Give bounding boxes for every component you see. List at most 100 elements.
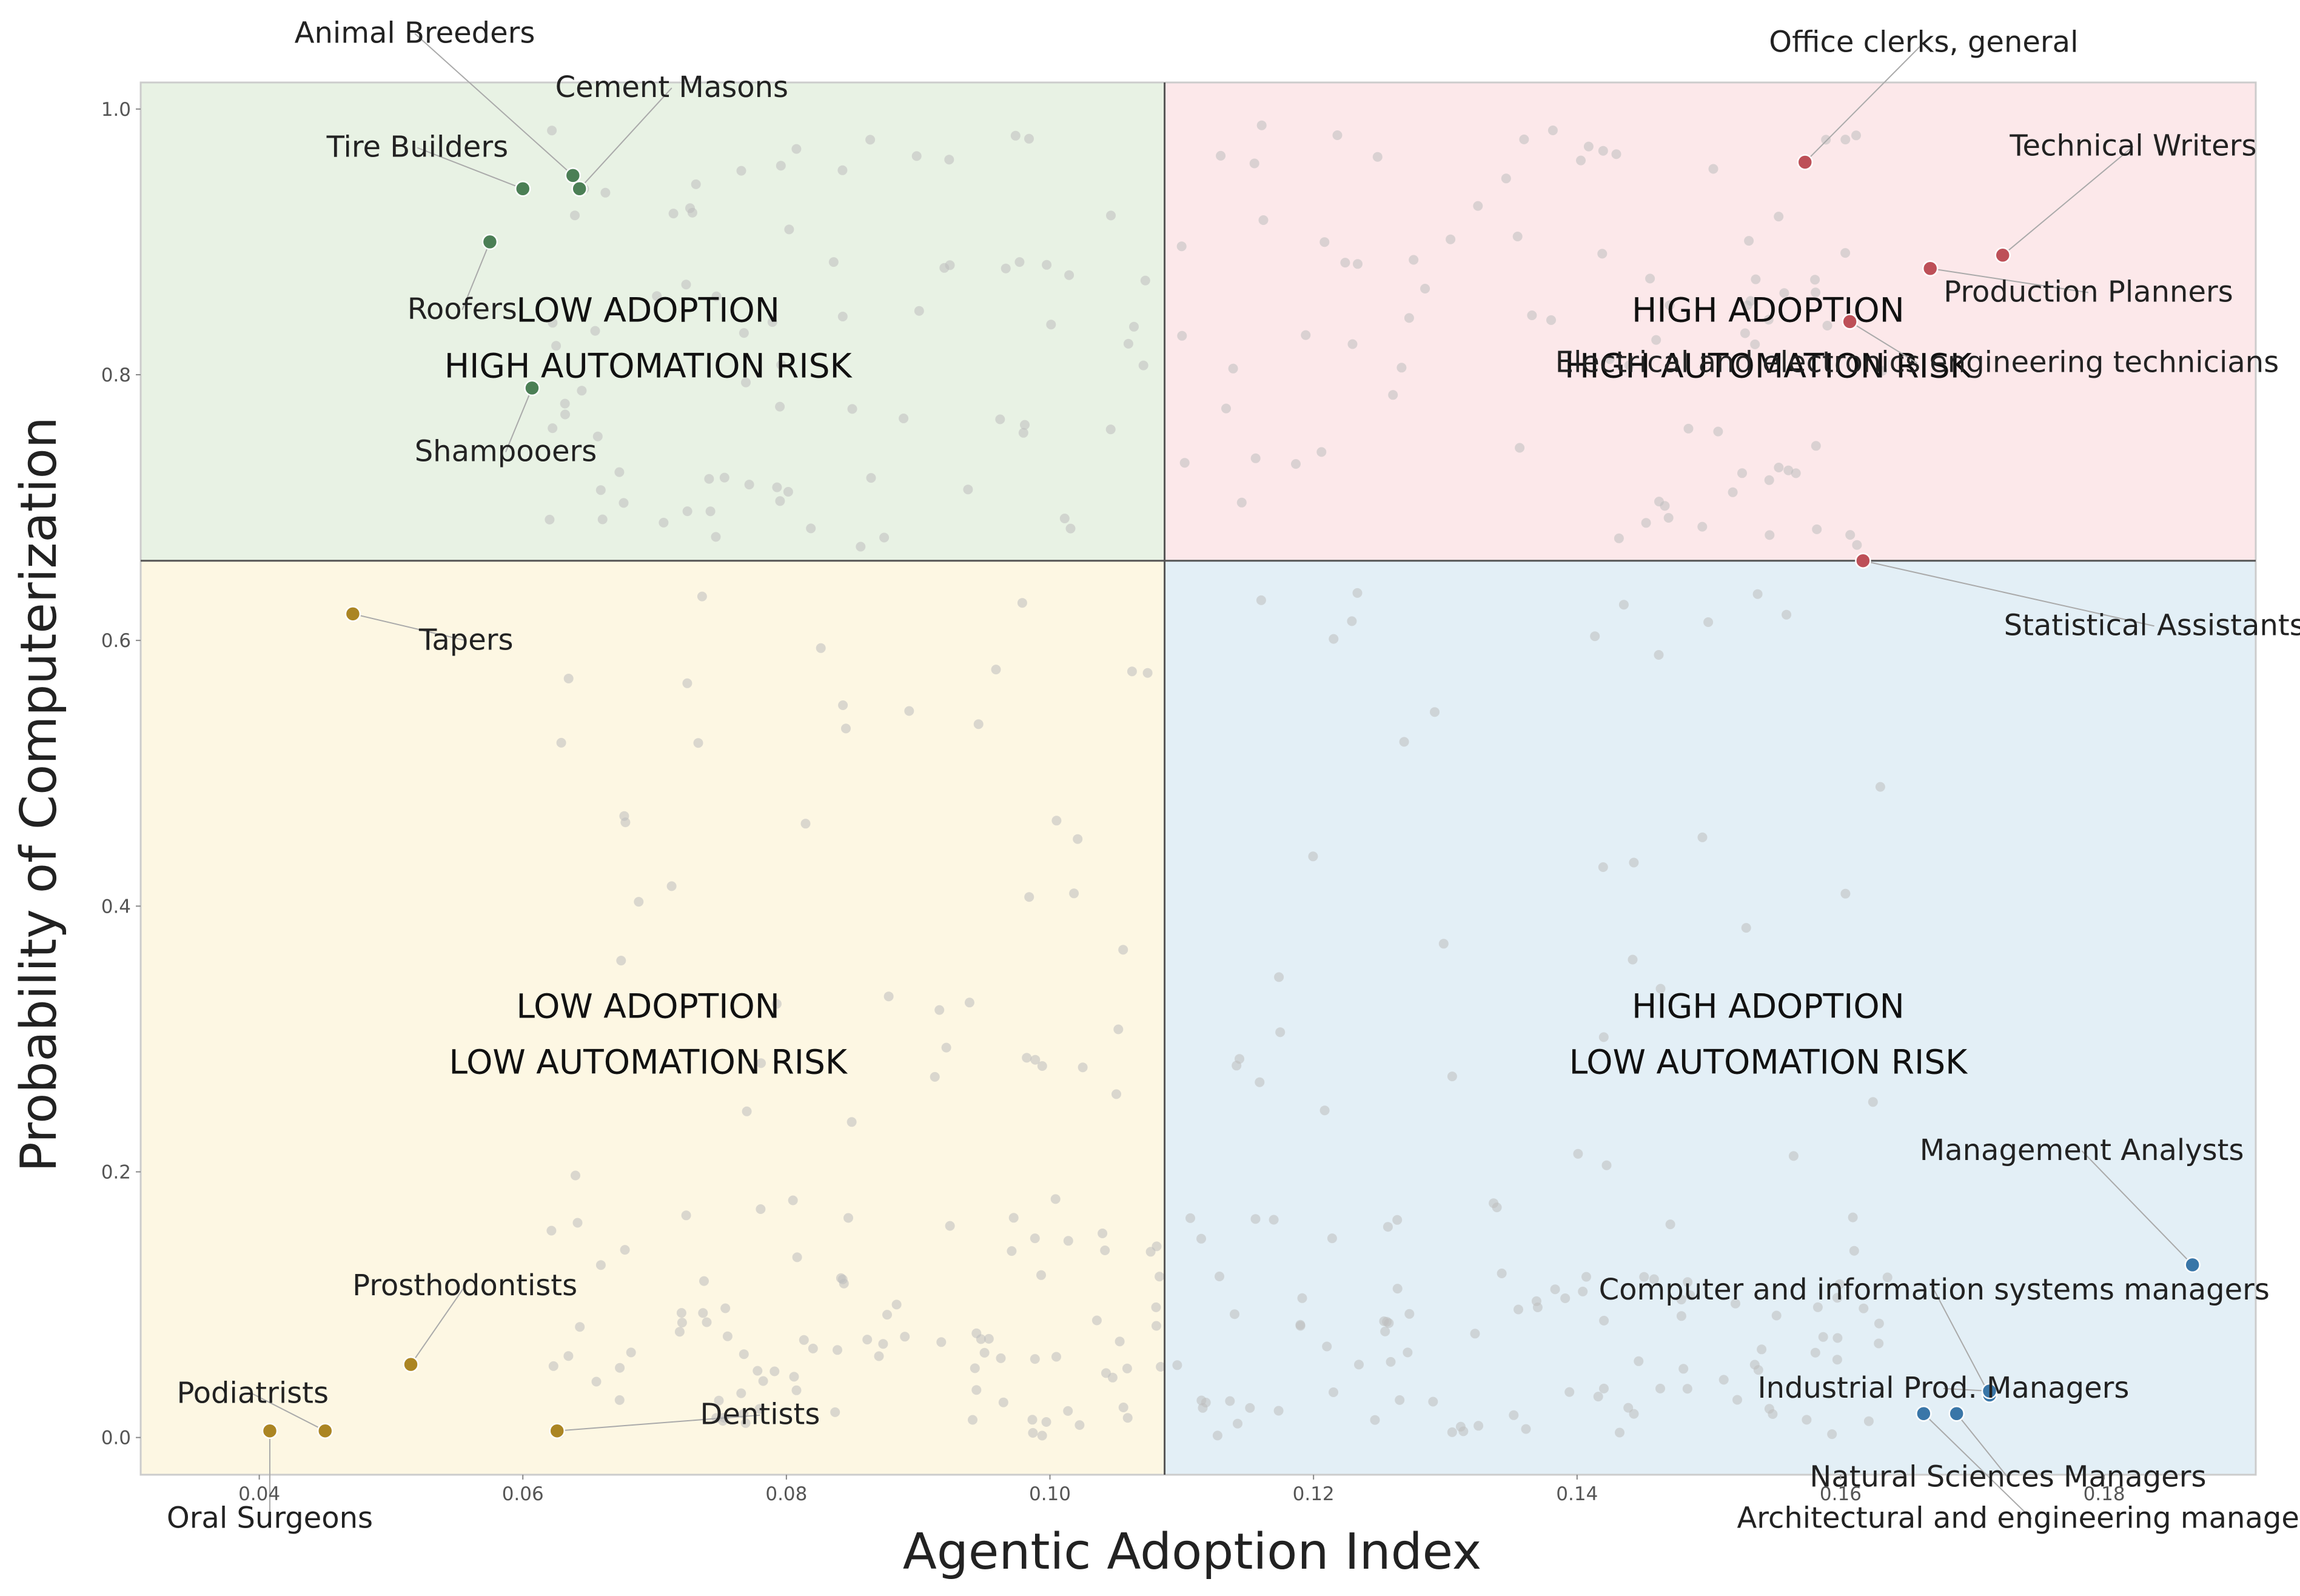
background-point [1179, 458, 1190, 468]
background-point [816, 643, 826, 653]
background-point [1447, 1427, 1457, 1437]
highlighted-point [317, 1423, 334, 1439]
x-tick-label: 0.04 [238, 1483, 280, 1505]
background-point [1255, 1077, 1265, 1087]
background-point [1100, 1246, 1110, 1255]
background-point [1022, 1053, 1032, 1063]
background-point [973, 719, 984, 729]
background-point [1256, 120, 1267, 130]
background-point [1073, 834, 1083, 844]
background-point [1598, 862, 1608, 872]
background-point [1230, 1309, 1239, 1319]
point-label: Shampooers [415, 434, 597, 468]
background-point [1329, 634, 1339, 644]
background-point [1782, 609, 1792, 620]
background-point [904, 706, 914, 716]
background-point [1127, 666, 1137, 677]
background-point [1697, 521, 1708, 532]
background-point [1845, 530, 1856, 540]
background-point [1319, 1105, 1330, 1116]
background-points [545, 120, 1893, 1441]
background-point [666, 881, 677, 891]
leader-line [461, 241, 491, 310]
background-point [1744, 236, 1754, 246]
leader-line [2002, 146, 2134, 256]
leader-line [352, 613, 467, 642]
background-point [1512, 232, 1523, 241]
background-point [1623, 1403, 1634, 1413]
y-axis-title: Probability of Computerization [10, 417, 68, 1172]
background-point [1115, 1336, 1125, 1347]
background-point [614, 467, 625, 477]
background-point [571, 1170, 580, 1181]
background-point [769, 1366, 780, 1376]
background-point [1155, 1272, 1165, 1282]
background-point [1751, 274, 1761, 284]
background-point [1682, 1384, 1692, 1394]
background-point [911, 151, 922, 161]
background-point [1749, 1360, 1760, 1370]
background-point [1212, 1430, 1222, 1441]
background-point [1521, 1424, 1531, 1434]
background-point [1752, 589, 1763, 599]
point-label: Oral Surgeons [167, 1501, 373, 1535]
background-point [879, 532, 890, 543]
background-point [1233, 1418, 1242, 1429]
background-point [1547, 126, 1558, 135]
leader-line [578, 87, 672, 189]
background-point [865, 135, 876, 145]
quadrant-label-br-line1: HIGH ADOPTION [1632, 987, 1905, 1025]
background-point [668, 209, 679, 219]
background-point [874, 1351, 884, 1361]
background-point [1273, 1406, 1284, 1416]
background-point [941, 1042, 951, 1053]
background-point [597, 514, 608, 525]
background-point [1030, 1054, 1041, 1065]
point-label: Tire Builders [326, 130, 508, 164]
background-point [1678, 1364, 1689, 1374]
background-point [1258, 215, 1269, 225]
point-label: Computer and information systems manager… [1599, 1273, 2270, 1307]
x-tick-label: 0.08 [765, 1483, 807, 1505]
background-point [1228, 363, 1238, 374]
background-point [1340, 258, 1350, 268]
background-point [799, 1335, 809, 1345]
background-point [620, 1245, 630, 1255]
background-point [1863, 1416, 1874, 1426]
background-point [1123, 338, 1133, 349]
background-point [776, 161, 786, 171]
background-point [1741, 923, 1751, 933]
background-point [1783, 465, 1794, 475]
background-point [1017, 598, 1027, 608]
background-point [1641, 518, 1651, 528]
background-point [572, 1218, 583, 1228]
background-point [808, 1343, 818, 1353]
x-tick-label: 0.10 [1029, 1483, 1071, 1505]
background-point [1849, 1246, 1859, 1256]
background-point [1064, 270, 1075, 280]
background-point [998, 1397, 1008, 1407]
background-point [1821, 135, 1831, 145]
background-point [1718, 1375, 1729, 1385]
background-point [1221, 403, 1231, 414]
background-point [1046, 320, 1056, 330]
background-point [1590, 631, 1600, 642]
background-point [1332, 130, 1343, 140]
background-point [1138, 360, 1148, 370]
background-point [1142, 668, 1153, 678]
background-point [1840, 135, 1851, 145]
background-point [1091, 1315, 1102, 1326]
background-point [546, 1226, 557, 1236]
highlighted-point [1922, 260, 1939, 277]
background-point [1042, 260, 1052, 270]
highlighted-point [1994, 247, 2011, 264]
background-point [736, 1388, 746, 1398]
background-point [1455, 1421, 1466, 1432]
background-point [1763, 315, 1774, 325]
background-point [1832, 1293, 1842, 1303]
highlighted-point [2184, 1256, 2201, 1273]
background-point [1663, 513, 1674, 523]
background-point [1852, 540, 1862, 550]
background-point [970, 1363, 980, 1373]
background-point [1256, 595, 1266, 605]
